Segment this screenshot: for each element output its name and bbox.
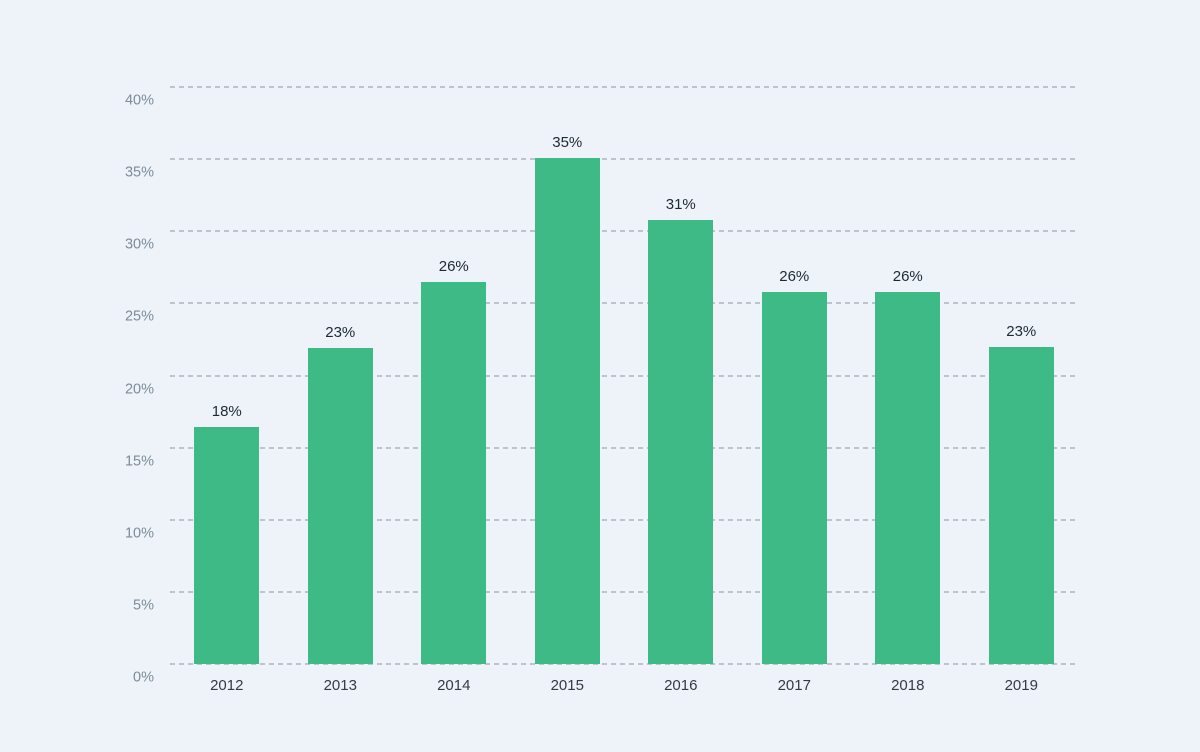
gridline-40%: 40% (125, 86, 1078, 107)
bar-slot-2015: 35% (511, 87, 625, 664)
gridline-0%: 0% (133, 663, 1078, 684)
gridline-10%: 10% (125, 518, 1078, 540)
y-tick-label: 10% (124, 525, 154, 541)
x-axis-label-2012: 2012 (210, 677, 244, 694)
gridline-25%: 25% (125, 302, 1078, 324)
bar-slot-2012: 18% (170, 87, 284, 664)
y-tick-label: 20% (124, 380, 154, 397)
bar-slot-2014: 26% (397, 87, 511, 664)
bar-value-label: 35% (552, 134, 583, 151)
x-axis-label-2014: 2014 (437, 677, 471, 694)
gridline-30%: 30% (125, 230, 1078, 252)
x-axis-labels: 2012 2013 2014 2015 2016 2017 2018 2019 (170, 664, 1078, 693)
bar-2017 (761, 292, 827, 664)
y-tick-label: 5% (133, 597, 154, 614)
bar-slot-2017: 26% (738, 87, 852, 664)
bar-value-label: 18% (211, 403, 242, 420)
bar-2016 (648, 220, 714, 664)
bars-row: 18% 23% 26% 35% 31% 26% 26% 23% (170, 87, 1078, 664)
gridline-35%: 35% (125, 158, 1078, 179)
bar-2012 (194, 427, 260, 664)
gridline-20%: 20% (125, 374, 1078, 396)
bar-2014 (421, 282, 487, 664)
y-tick-label: 40% (124, 92, 154, 109)
x-axis-label-2017: 2017 (777, 677, 811, 694)
y-tick-label: 35% (124, 164, 154, 181)
bar-2019 (988, 347, 1054, 664)
y-tick-label: 0% (133, 669, 154, 686)
y-tick-label: 30% (124, 236, 154, 253)
x-axis-label-2015: 2015 (550, 677, 584, 694)
bar-value-label: 31% (665, 196, 696, 213)
bar-2013 (307, 348, 373, 664)
bar-slot-2019: 23% (965, 87, 1079, 664)
x-axis-label-2016: 2016 (664, 677, 698, 694)
bar-value-label: 23% (325, 324, 356, 341)
gridline-5%: 5% (133, 590, 1078, 612)
bar-slot-2013: 23% (284, 87, 398, 664)
bar-value-label: 26% (779, 268, 810, 285)
plot-area: 0% 5% 10% 15% 20% 25% 30% 35% 40% 18% 23% 26% 35% 31… (125, 86, 1078, 693)
y-tick-label: 15% (124, 452, 154, 469)
bar-value-label: 26% (892, 268, 923, 285)
y-tick-label: 25% (124, 308, 154, 325)
gridline-15%: 15% (125, 446, 1078, 468)
x-axis-label-2019: 2019 (1004, 677, 1038, 694)
bar-value-label: 26% (438, 258, 469, 275)
x-axis-label-2018: 2018 (891, 677, 925, 694)
x-axis-label-2013: 2013 (323, 677, 357, 694)
bar-2018 (875, 292, 941, 664)
bar-2015 (534, 158, 600, 664)
bar-slot-2016: 31% (624, 87, 738, 664)
bar-value-label: 23% (1006, 323, 1037, 340)
bar-slot-2018: 26% (851, 87, 965, 664)
